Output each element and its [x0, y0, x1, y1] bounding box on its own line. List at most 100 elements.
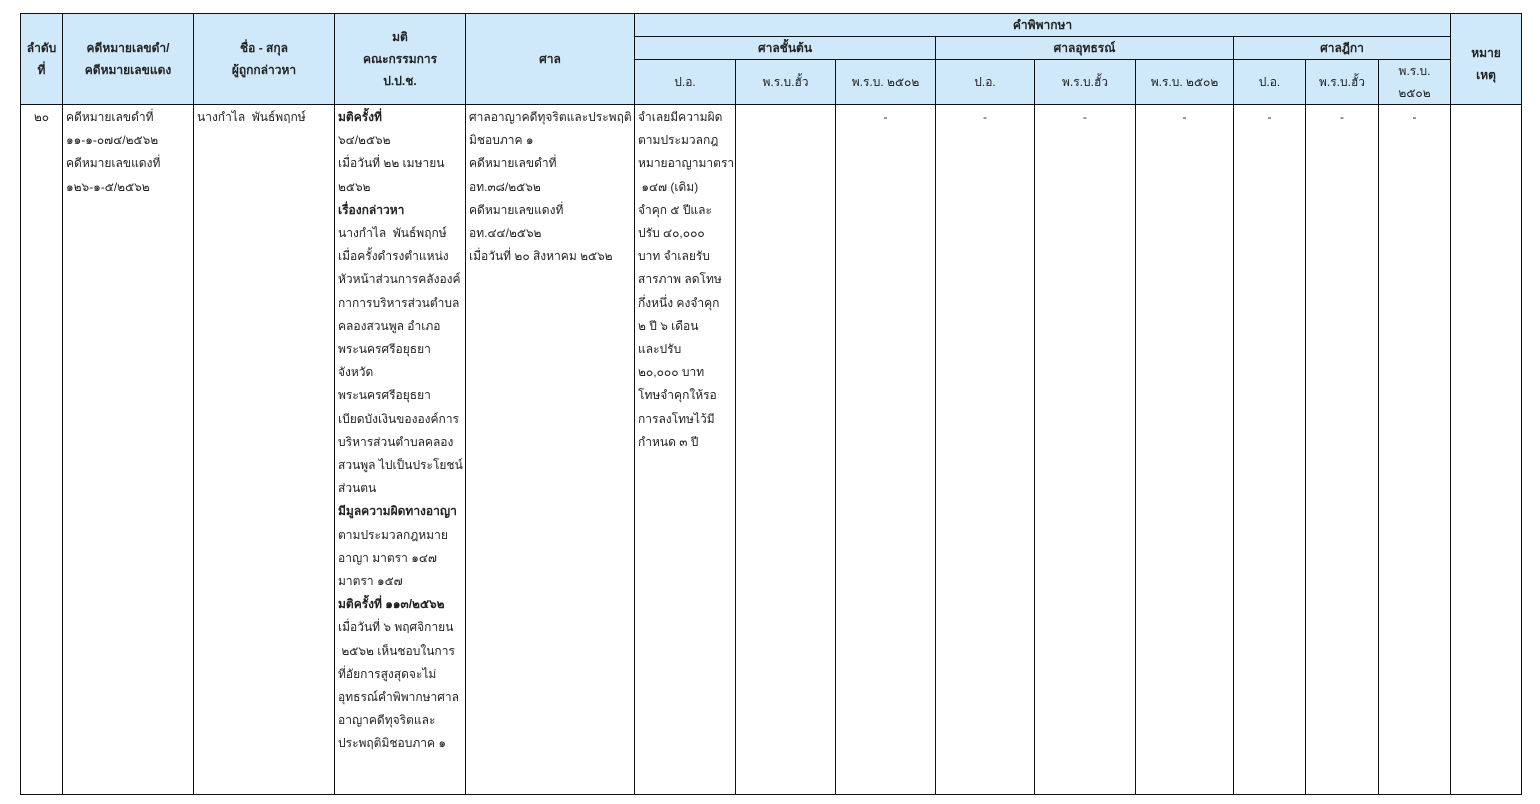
cell-line: อาญา มาตรา ๑๔๗ — [338, 550, 437, 565]
header-text: ๒๕๐๒ — [1398, 86, 1431, 100]
header-sub-col: ป.อ. — [1233, 59, 1306, 105]
cell-name: นางกำไล พันธ์พฤกษ์ — [193, 104, 335, 795]
header-case-no: คดีหมายเลขดำ/คดีหมายเลขแดง — [62, 13, 194, 105]
header-text: คดีหมายเลขแดง — [84, 63, 172, 77]
cell-line: กำหนด ๓ ปี — [638, 434, 699, 449]
cell-line: และปรับ — [638, 342, 682, 357]
cell-line: มีมูลความผิดทางอาญา — [338, 504, 457, 519]
cell-line: จำเลยมีความผิด — [638, 110, 723, 124]
cell-line: สวนพูล ไปเป็นประโยชน์ — [338, 458, 463, 473]
cell-line: ๒ ปี ๖ เดือน — [638, 318, 699, 333]
header-court: ศาล — [465, 13, 635, 105]
header-sub-col: พ.ร.บ.ฮั้ว — [735, 59, 836, 105]
header-text: เหตุ — [1476, 68, 1496, 82]
cell-line: คลองสวนพูล อำเภอ — [338, 318, 441, 333]
header-trial-court: ศาลชั้นต้น — [634, 36, 936, 60]
header-appeal-court: ศาลอุทธรณ์ — [935, 36, 1234, 60]
cell-line: ตามประมวลกฎหมาย — [338, 527, 448, 542]
cell-supreme-collusion: - — [1305, 104, 1379, 795]
cell-line: บริหารส่วนตำบลคลอง — [338, 434, 454, 449]
cell-line: อุทธรณ์คำพิพากษาศาล — [338, 690, 459, 705]
cell-line: ตามประมวลกฎ — [638, 133, 719, 148]
cell-line: มติครั้งที่ ๑๑๓/๒๕๖๒ — [338, 597, 445, 612]
cell-line: กึ่งหนึ่ง คงจำคุก — [638, 295, 720, 310]
header-sub-col: ป.อ. — [634, 59, 736, 105]
cell-line: มติครั้งที่ — [338, 110, 382, 124]
case-table: ลำดับที่ คดีหมายเลขดำ/คดีหมายเลขแดง ชื่อ… — [20, 13, 1523, 795]
cell-line: เมื่อวันที่ ๖ พฤศจิกายน — [338, 620, 454, 635]
header-name: ชื่อ - สกุลผู้ถูกกล่าวหา — [193, 13, 335, 105]
cell-line: พระนครศรีอยุธยา — [338, 388, 431, 403]
header-no: ลำดับที่ — [20, 13, 63, 105]
header-sub-col: พ.ร.บ.ฮั้ว — [1305, 59, 1379, 105]
cell-line: มิชอบภาค ๑ — [469, 133, 534, 148]
cell-supreme-po: - — [1233, 104, 1306, 795]
cell-line: ประพฤติมิชอบภาค ๑ — [338, 736, 446, 751]
header-text: ผู้ถูกกล่าวหา — [231, 63, 297, 77]
cell-line: หัวหน้าส่วนการคลังองค์ — [338, 272, 461, 287]
cell-line: คดีหมายเลขแดงที่ — [469, 202, 564, 217]
cell-line: เมื่อครั้งดำรงตำแหน่ง — [338, 249, 449, 264]
header-text: ลำดับ — [26, 41, 57, 55]
cell-line: คดีหมายเลขดำที่ — [469, 156, 557, 171]
header-text: พ.ร.บ. — [1398, 64, 1431, 78]
cell-line: นางกำไล พันธ์พฤกษ์ — [338, 226, 447, 241]
cell-trial-collusion — [735, 104, 836, 795]
header-text: ป.ป.ช. — [383, 74, 417, 88]
cell-line: จำคุก ๕ ปีและ — [638, 202, 712, 217]
cell-line: กาการบริหารส่วนตำบล — [338, 295, 460, 310]
cell-line: ๒๕๖๒ เห็นชอบในการ — [338, 643, 455, 658]
cell-trial-po: จำเลยมีความผิดตามประมวลกฎหมายอาญามาตรา ๑… — [634, 104, 736, 795]
cell-line: คดีหมายเลขดำที่ — [66, 110, 154, 124]
cell-line: ศาลอาญาคดีทุจริตและประพฤติ — [469, 110, 632, 124]
header-judgment: คำพิพากษา — [633, 13, 1452, 37]
cell-appeal-collusion: - — [1034, 104, 1136, 795]
cell-line: เมื่อวันที่ ๒๒ เมษายน — [338, 156, 445, 171]
header-sub-col: พ.ร.บ. ๒๕๐๒ — [1135, 59, 1234, 105]
table-row: ๒๐ คดีหมายเลขดำที่ ๑๑-๑-๐๗๔/๒๕๖๒ คดีหมายเล… — [20, 104, 1523, 795]
header-sub-col: พ.ร.บ. ๒๕๐๒ — [835, 59, 936, 105]
cell-line: เบียดบังเงินขององค์การ — [338, 411, 459, 426]
cell-supreme-2502: - — [1377, 104, 1452, 795]
cell-line: บาท จำเลยรับ — [638, 249, 710, 264]
header-sub-col: พ.ร.บ.ฮั้ว — [1034, 59, 1136, 105]
cell-line: ๒๐,๐๐๐ บาท — [638, 365, 705, 380]
header-text: หมาย — [1471, 46, 1501, 60]
cell-court: ศาลอาญาคดีทุจริตและประพฤติมิชอบภาค ๑คดีห… — [465, 104, 635, 795]
cell-line: อาญาคดีทุจริตและ — [338, 713, 436, 728]
cell-appeal-2502: - — [1135, 104, 1234, 795]
cell-line: โทษจำคุกให้รอ — [638, 388, 717, 403]
cell-line: อท.๓๘/๒๕๖๒ — [469, 179, 541, 194]
cell-line: ๒๕๖๒ — [338, 179, 371, 194]
cell-line: มาตรา ๑๕๗ — [338, 574, 403, 589]
cell-line: ส่วนตน — [338, 481, 377, 496]
header-text: ที่ — [37, 63, 46, 77]
header-sub-col: พ.ร.บ. ๒๕๐๒ — [1377, 59, 1452, 105]
cell-line: สารภาพ ลดโทษ — [638, 272, 722, 287]
cell-case-no: คดีหมายเลขดำที่๑๑-๑-๐๗๔/๒๕๖๒คดีหมายเลขแด… — [62, 104, 194, 795]
cell-line: ปรับ ๔๐,๐๐๐ — [638, 226, 705, 241]
header-text: คณะกรรมการ — [362, 52, 438, 66]
cell-line: หมายอาญามาตรา — [638, 156, 735, 171]
header-sub-col: ป.อ. — [935, 59, 1035, 105]
cell-line: การลงโทษไว้มี — [638, 411, 715, 426]
header-text: คดีหมายเลขดำ/ — [86, 41, 170, 55]
cell-line: พระนครศรีอยุธยา — [338, 342, 431, 357]
cell-line: คดีหมายเลขแดงที่ — [66, 156, 161, 171]
cell-appeal-po: - — [935, 104, 1035, 795]
header-remark: หมายเหตุ — [1450, 13, 1523, 105]
cell-line: ๖๔/๒๕๖๒ — [338, 133, 391, 148]
header-resolution: มติคณะกรรมการป.ป.ช. — [334, 13, 466, 105]
header-text: ชื่อ - สกุล — [240, 41, 288, 55]
cell-line: ๑๔๗ (เดิม) — [638, 179, 699, 194]
cell-line: จังหวัด — [338, 365, 374, 380]
header-supreme-court: ศาลฎีกา — [1232, 36, 1452, 60]
cell-line: อท.๔๔/๒๕๖๒ — [469, 226, 542, 241]
cell-resolution: มติครั้งที่๖๔/๒๕๖๒เมื่อวันที่ ๒๒ เมษายน๒… — [334, 104, 466, 795]
cell-remark — [1450, 104, 1523, 795]
cell-trial-2502: - — [835, 104, 936, 795]
cell-line: ๑๑-๑-๐๗๔/๒๕๖๒ — [66, 133, 159, 148]
cell-line: ที่อัยการสูงสุดจะไม่ — [338, 666, 437, 681]
cell-line: เมื่อวันที่ ๒๐ สิงหาคม ๒๕๖๒ — [469, 249, 613, 264]
header-text: มติ — [392, 30, 408, 44]
